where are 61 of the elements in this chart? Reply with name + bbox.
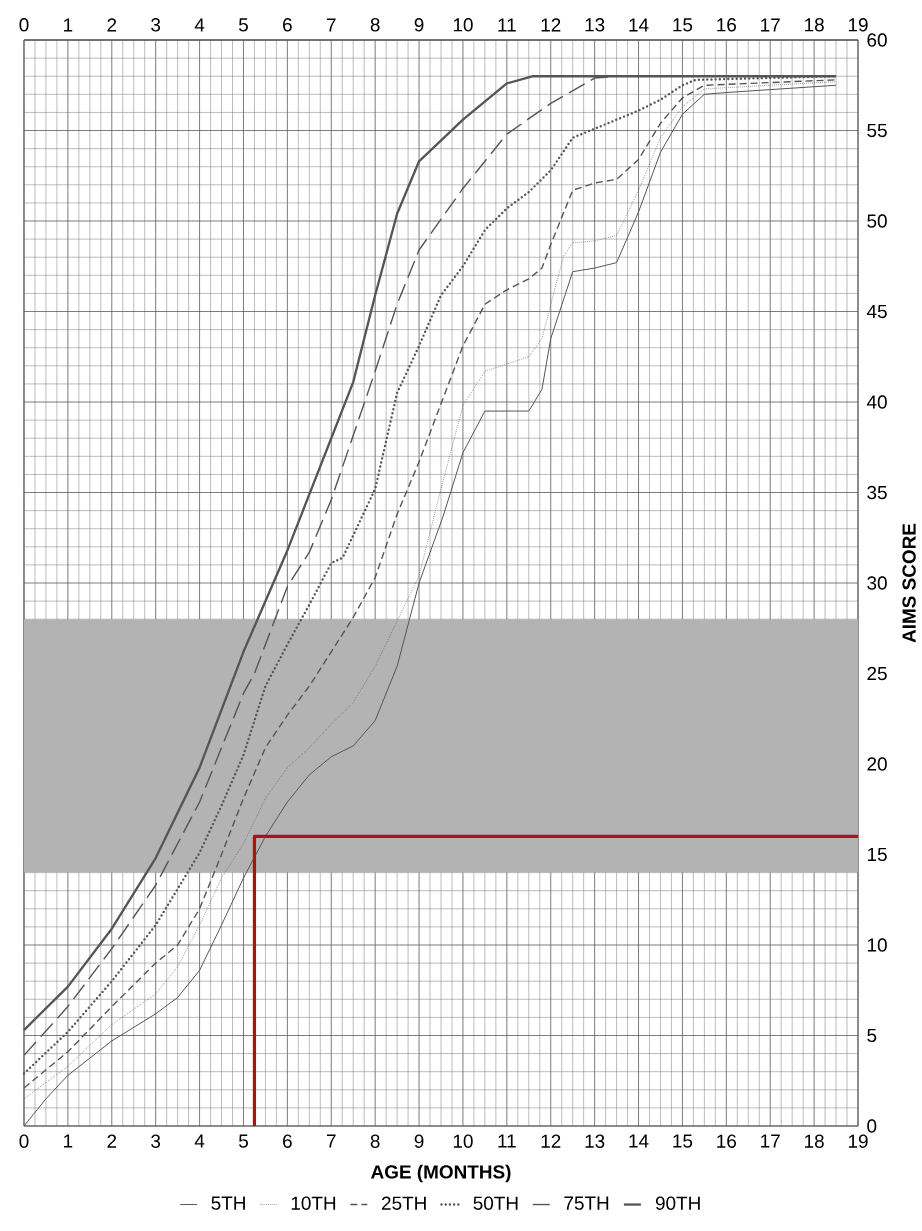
y-tick-label: 20: [867, 757, 887, 771]
x2-tick-label: 7: [326, 18, 336, 32]
y-tick-label: 35: [867, 485, 887, 500]
x-tick-label: 15: [673, 1134, 693, 1148]
x2-tick-label: 10: [453, 18, 473, 32]
x-tick-label: 19: [848, 1134, 868, 1148]
x-axis-title: AGE (MONTHS): [371, 1164, 511, 1183]
y-tick-label: 45: [866, 304, 887, 319]
x2-tick-label: 14: [629, 18, 649, 32]
x-tick-label: 4: [194, 1134, 205, 1148]
legend-label: 25TH: [382, 1196, 426, 1210]
x-tick-label: 8: [370, 1134, 380, 1148]
y-tick-label: 0: [867, 1119, 877, 1133]
x2-tick-label: 6: [283, 18, 292, 32]
x-tick-label: 2: [107, 1134, 117, 1148]
x2-tick-label: 5: [238, 18, 248, 32]
y-tick-label: 50: [867, 214, 887, 228]
x2-tick-label: 11: [498, 18, 516, 32]
x2-tick-label: 4: [194, 18, 205, 32]
legend-label: 50TH: [473, 1196, 518, 1210]
x2-tick-label: 19: [848, 18, 868, 32]
x2-tick-label: 16: [717, 18, 736, 32]
x-tick-label: 12: [541, 1134, 561, 1148]
x2-tick-label: 17: [761, 18, 780, 32]
x-tick-label: 5: [238, 1134, 248, 1148]
x2-tick-label: 3: [151, 18, 161, 32]
x-tick-label: 10: [453, 1134, 473, 1148]
y-tick-label: 25: [867, 666, 887, 681]
x2-tick-label: 18: [805, 18, 824, 32]
y-tick-label: 10: [867, 938, 887, 952]
x2-tick-label: 8: [370, 18, 380, 32]
y-axis-title: AIMS SCORE: [902, 523, 916, 643]
x2-tick-label: 12: [541, 18, 561, 32]
legend-label: 75TH: [564, 1196, 609, 1210]
x-tick-label: 7: [326, 1134, 336, 1148]
x-tick-label: 6: [283, 1134, 292, 1148]
x-tick-label: 17: [761, 1134, 780, 1148]
y-tick-label: 60: [867, 33, 887, 47]
x2-tick-label: 15: [673, 18, 693, 32]
x-tick-label: 1: [64, 1134, 73, 1148]
legend-label: 90TH: [655, 1196, 700, 1210]
y-tick-label: 15: [867, 847, 887, 862]
x2-tick-label: 9: [414, 18, 424, 32]
y-tick-label: 30: [867, 576, 887, 590]
x2-tick-label: 2: [107, 18, 117, 32]
x2-tick-label: 1: [64, 18, 73, 32]
x-tick-label: 11: [498, 1134, 516, 1148]
x-tick-label: 3: [151, 1134, 161, 1148]
x2-tick-label: 13: [585, 18, 605, 32]
x-tick-label: 14: [629, 1134, 649, 1148]
y-tick-label: 55: [867, 123, 887, 138]
x-tick-label: 13: [585, 1134, 605, 1148]
x-tick-label: 9: [414, 1134, 424, 1148]
x2-tick-label: 0: [19, 18, 29, 32]
legend-label: 5TH: [211, 1196, 245, 1210]
legend-label: 10TH: [291, 1196, 336, 1210]
x-tick-label: 18: [805, 1134, 824, 1148]
x-tick-label: 0: [19, 1134, 29, 1148]
y-tick-label: 40: [866, 395, 887, 409]
x-tick-label: 16: [717, 1134, 736, 1148]
y-tick-label: 5: [867, 1028, 877, 1043]
